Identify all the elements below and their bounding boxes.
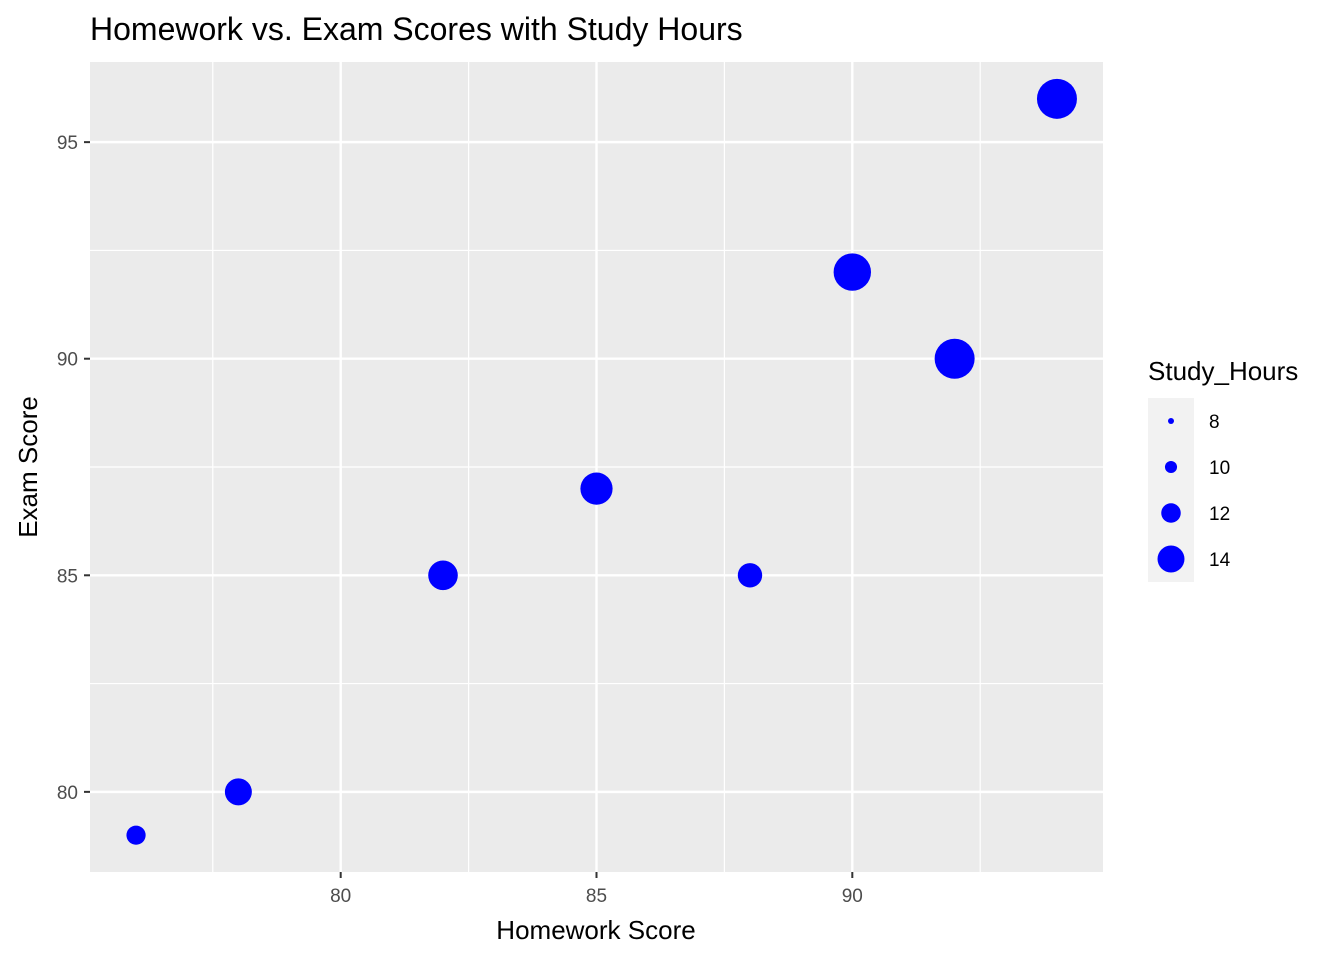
x-axis-ticks: 80 85 90 — [330, 872, 863, 907]
grid-lines — [90, 62, 1103, 872]
x-tick-label: 90 — [842, 886, 863, 907]
y-tick-label: 90 — [57, 350, 78, 371]
x-axis-title: Homework Score — [496, 915, 695, 945]
x-tick-label: 85 — [586, 886, 607, 907]
data-point — [580, 472, 613, 505]
y-axis-ticks: 80 85 90 95 — [57, 133, 90, 804]
legend-key — [1157, 545, 1185, 573]
legend-label: 12 — [1209, 504, 1230, 525]
y-axis-title: Exam Score — [13, 396, 43, 538]
legend-label: 10 — [1209, 458, 1230, 479]
legend-key — [1164, 460, 1178, 474]
x-tick-label: 80 — [330, 886, 351, 907]
legend-items: 8 10 12 14 — [1157, 412, 1231, 573]
legend-label: 8 — [1209, 412, 1220, 433]
data-point — [737, 563, 763, 588]
y-tick-label: 80 — [57, 783, 78, 804]
data-point — [224, 778, 252, 806]
legend: Study_Hours 8 10 12 14 — [1148, 356, 1298, 582]
data-point — [126, 825, 146, 845]
legend-key — [1161, 503, 1181, 523]
data-point — [934, 338, 975, 379]
data-point — [833, 253, 872, 291]
data-point — [428, 560, 458, 591]
legend-title: Study_Hours — [1148, 356, 1298, 386]
chart-title: Homework vs. Exam Scores with Study Hour… — [90, 11, 743, 47]
y-tick-label: 95 — [57, 133, 78, 154]
data-points — [126, 78, 1077, 845]
data-point — [1036, 78, 1077, 119]
legend-key — [1168, 418, 1174, 424]
legend-label: 14 — [1209, 550, 1231, 571]
y-tick-label: 85 — [57, 566, 78, 587]
